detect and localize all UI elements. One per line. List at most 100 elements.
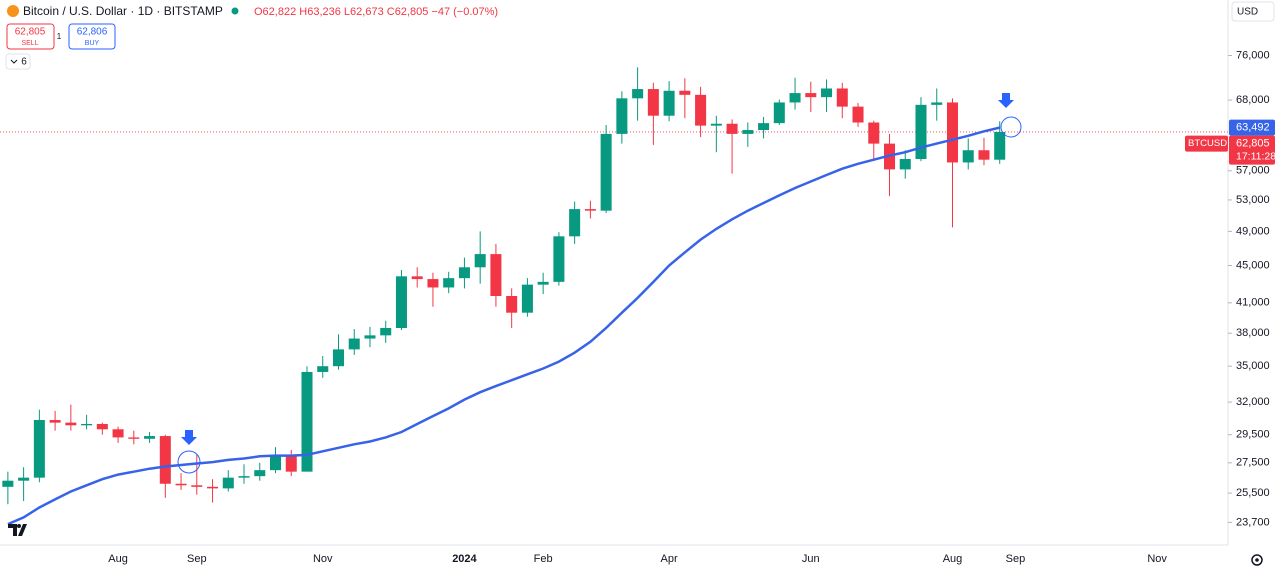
sell-price[interactable]: 62,805 — [15, 27, 46, 38]
candle-body — [616, 98, 628, 134]
logo-shape[interactable] — [8, 524, 27, 536]
y-tick-label: 53,000 — [1236, 194, 1270, 206]
sell-button[interactable]: 62,805 SELL — [6, 23, 55, 50]
candle-body — [317, 366, 329, 372]
candle-body — [584, 209, 596, 211]
ohlc-high: H63,236 — [299, 6, 341, 18]
candle-body — [443, 278, 455, 288]
x-tick-label: Sep — [187, 553, 207, 565]
candle-body — [946, 102, 958, 163]
sell-label[interactable]: SELL — [21, 40, 38, 47]
candle-body — [805, 93, 817, 98]
y-tick-label: 32,000 — [1236, 396, 1270, 408]
ma-badge-label: 63,492 — [1236, 121, 1270, 133]
symbol-title[interactable]: Bitcoin / U.S. Dollar · 1D · BITSTAMP — [23, 4, 223, 18]
buy-box[interactable] — [68, 23, 116, 50]
candle-body — [301, 371, 313, 472]
currency-button[interactable]: USD — [1231, 1, 1275, 22]
moving-average-line — [7, 126, 1000, 526]
x-tick-label: Nov — [1147, 553, 1167, 565]
candle-body — [159, 436, 171, 484]
ohlc-open: O62,822 — [254, 6, 296, 18]
candle-body — [695, 94, 707, 126]
candle-body — [222, 477, 234, 489]
ohlc-close: C62,805 — [387, 6, 429, 18]
candle-body — [285, 455, 297, 472]
plot-area: 23,700 25,500 27,500 29,500 32,000 35,000 38,0… — [0, 49, 1276, 565]
tradingview-logo[interactable] — [8, 524, 27, 536]
candle-body — [395, 276, 407, 329]
y-tick-label: 27,500 — [1236, 457, 1270, 469]
candle-body — [65, 422, 77, 426]
bitcoin-icon — [7, 5, 19, 17]
gear-icon[interactable] — [1251, 554, 1263, 566]
candle-body — [191, 485, 203, 487]
candle-body — [411, 276, 423, 280]
candle-body — [600, 133, 612, 211]
candle-body — [773, 102, 785, 124]
indicators-box[interactable] — [5, 53, 31, 70]
logo-dot — [17, 524, 21, 528]
candle-body — [458, 267, 470, 279]
x-tick-label: Aug — [943, 553, 963, 565]
y-tick-label: 57,000 — [1236, 165, 1270, 177]
currency-box[interactable] — [1231, 1, 1275, 22]
symbol-badge-label: BTCUSD — [1188, 138, 1227, 149]
x-tick-label: Apr — [661, 553, 678, 565]
buy-button[interactable]: 62,806 BUY — [68, 23, 116, 50]
indicators-toggle[interactable]: 6 — [5, 53, 31, 70]
candle-body — [427, 279, 439, 288]
candle-body — [49, 420, 61, 423]
y-tick-label: 23,700 — [1236, 516, 1270, 528]
annotation-aug — [998, 93, 1022, 138]
sell-box[interactable] — [6, 23, 55, 50]
candle-body — [238, 476, 250, 478]
indicators-count[interactable]: 6 — [21, 57, 27, 68]
y-tick-label: 45,000 — [1236, 259, 1270, 271]
candle-body — [207, 486, 219, 489]
candle-body — [962, 150, 974, 163]
buy-label[interactable]: BUY — [85, 40, 100, 47]
buy-price[interactable]: 62,806 — [77, 27, 108, 38]
spread: 1 — [57, 32, 62, 41]
arrow-down — [181, 430, 197, 445]
candle-body — [679, 90, 691, 95]
candle-body — [836, 88, 848, 107]
market-status-dot — [231, 7, 239, 15]
candle-body — [931, 102, 943, 105]
candle-body — [81, 423, 93, 426]
y-tick-label: 25,500 — [1236, 487, 1270, 499]
x-tick-label: Nov — [313, 553, 333, 565]
candle-body — [175, 483, 187, 486]
candle-body — [348, 338, 360, 350]
candle-body — [758, 123, 770, 131]
candle-body — [978, 150, 990, 160]
ohlc-change: −47 (−0.07%) — [431, 6, 498, 18]
candle-body — [18, 477, 30, 481]
y-tick-label: 29,500 — [1236, 429, 1270, 441]
highlight-circle — [1000, 116, 1022, 138]
ma-badge — [1229, 119, 1275, 136]
candle-body — [490, 254, 502, 297]
countdown: 17:11:28 — [1236, 150, 1276, 162]
candle-body — [254, 470, 266, 477]
candle-body — [506, 296, 518, 313]
candle-body — [553, 236, 565, 282]
candle-body — [128, 437, 140, 439]
currency[interactable]: USD — [1237, 7, 1258, 18]
symbol-badge — [1185, 135, 1228, 152]
candle-body — [144, 436, 156, 439]
candle-body — [474, 254, 486, 268]
highlight-circle — [177, 450, 201, 474]
settings-button[interactable] — [1251, 554, 1263, 566]
candle-body — [726, 123, 738, 134]
candle-body — [537, 281, 549, 285]
x-tick-label: Jun — [802, 553, 820, 565]
gear-center — [1255, 558, 1259, 562]
candle-body — [521, 284, 533, 313]
y-tick-label: 38,000 — [1236, 327, 1270, 339]
x-tick-label: 2024 — [452, 553, 477, 565]
candle-body — [915, 104, 927, 160]
candle-body — [821, 88, 833, 98]
